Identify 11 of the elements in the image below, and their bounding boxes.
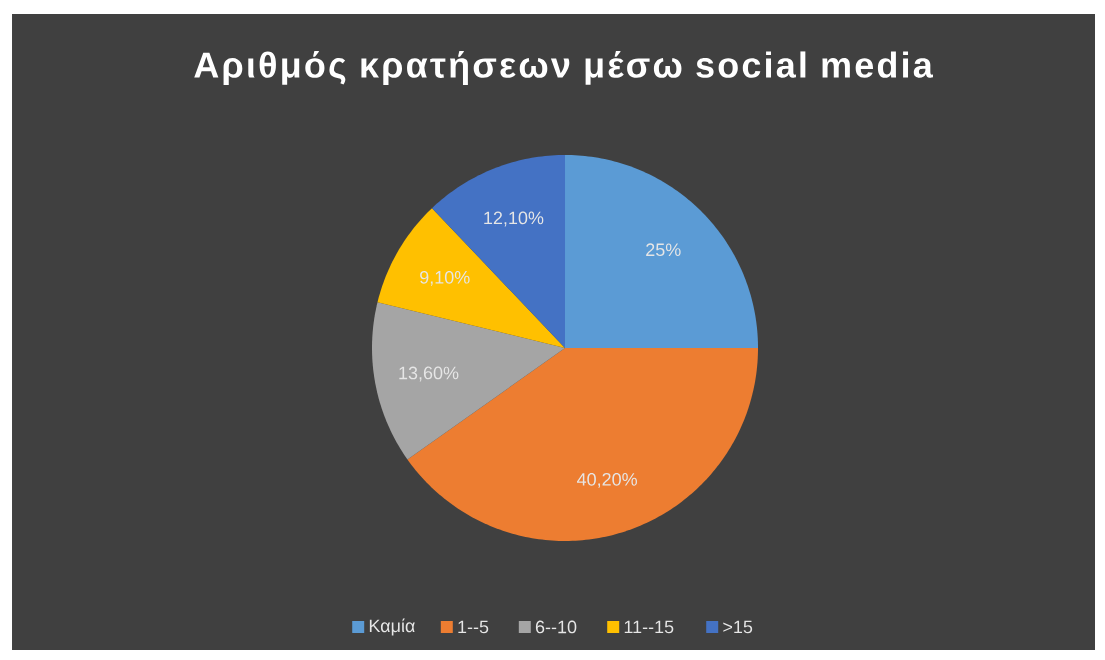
legend-label: 1--5 bbox=[458, 620, 489, 634]
legend-label: Καμία bbox=[369, 618, 415, 636]
data-label: 40,20% bbox=[577, 472, 637, 488]
legend-label: 6--10 bbox=[535, 620, 577, 634]
chart-title: Αριθμός κρατήσεων μέσω social media bbox=[194, 51, 933, 85]
data-label: 12,10% bbox=[484, 211, 544, 227]
legend-label: >15 bbox=[723, 620, 753, 634]
data-label: 9,10% bbox=[420, 270, 470, 286]
data-label: 25% bbox=[646, 243, 681, 257]
data-label: 13,60% bbox=[399, 366, 459, 382]
legend-label: 11--15 bbox=[624, 620, 674, 634]
